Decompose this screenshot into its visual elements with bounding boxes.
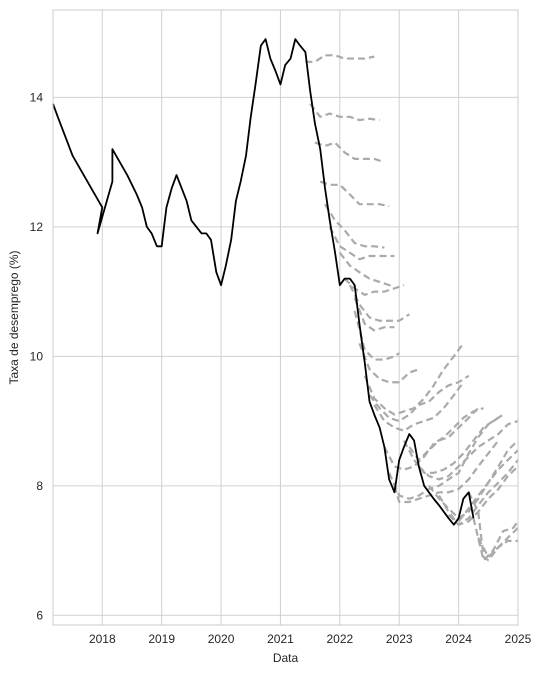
tick-labels: 2018 2019 2020 2021 2022 2023 2024 2025 6 8 10 12 14 [30, 90, 532, 646]
forecast-series-line [438, 465, 519, 526]
y-tick-label: 12 [30, 220, 44, 234]
forecast-series-line [305, 54, 375, 63]
forecast-series-line [328, 226, 395, 261]
forecast-series-line [338, 252, 395, 287]
forecast-series-line [324, 203, 385, 249]
y-tick-label: 6 [36, 608, 43, 622]
forecast-series-line [403, 413, 504, 474]
forecast-series-line [383, 407, 484, 471]
forecast-series-line [457, 449, 519, 523]
forecast-series-line [428, 439, 519, 520]
x-tick-label: 2021 [267, 632, 294, 646]
y-tick-label: 10 [30, 349, 44, 363]
forecast-series-line [447, 459, 519, 526]
x-tick-label: 2022 [326, 632, 353, 646]
forecast-series-line [314, 141, 385, 164]
forecast-series-line [467, 491, 519, 562]
x-tick-label: 2019 [148, 632, 175, 646]
forecast-series-line [368, 374, 470, 423]
forecast-series-line [393, 439, 500, 504]
series-lines [52, 38, 519, 562]
x-tick-label: 2025 [505, 632, 532, 646]
x-axis-title: Data [273, 651, 299, 665]
forecast-series-line [472, 517, 519, 562]
grid-lines [53, 10, 519, 625]
y-tick-label: 8 [36, 479, 43, 493]
y-axis-title: Taxa de desemprego (%) [7, 250, 21, 384]
forecast-series-line [348, 284, 410, 322]
x-tick-label: 2018 [89, 632, 116, 646]
plot-frame [52, 9, 519, 626]
forecast-series-line [363, 342, 465, 416]
x-tick-label: 2023 [386, 632, 413, 646]
x-tick-label: 2020 [208, 632, 235, 646]
forecast-series-line [353, 297, 395, 332]
x-tick-label: 2024 [445, 632, 472, 646]
forecast-series-line [319, 180, 390, 208]
y-tick-label: 14 [30, 90, 44, 104]
forecast-series-line [418, 420, 519, 481]
forecast-series-line [353, 310, 400, 361]
forecast-series-line [408, 407, 479, 462]
forecast-series-line [358, 342, 420, 384]
forecast-series-line [373, 381, 465, 432]
forecast-series-line [477, 537, 518, 559]
actual-series-line [52, 38, 475, 526]
forecast-series-line [388, 416, 499, 500]
